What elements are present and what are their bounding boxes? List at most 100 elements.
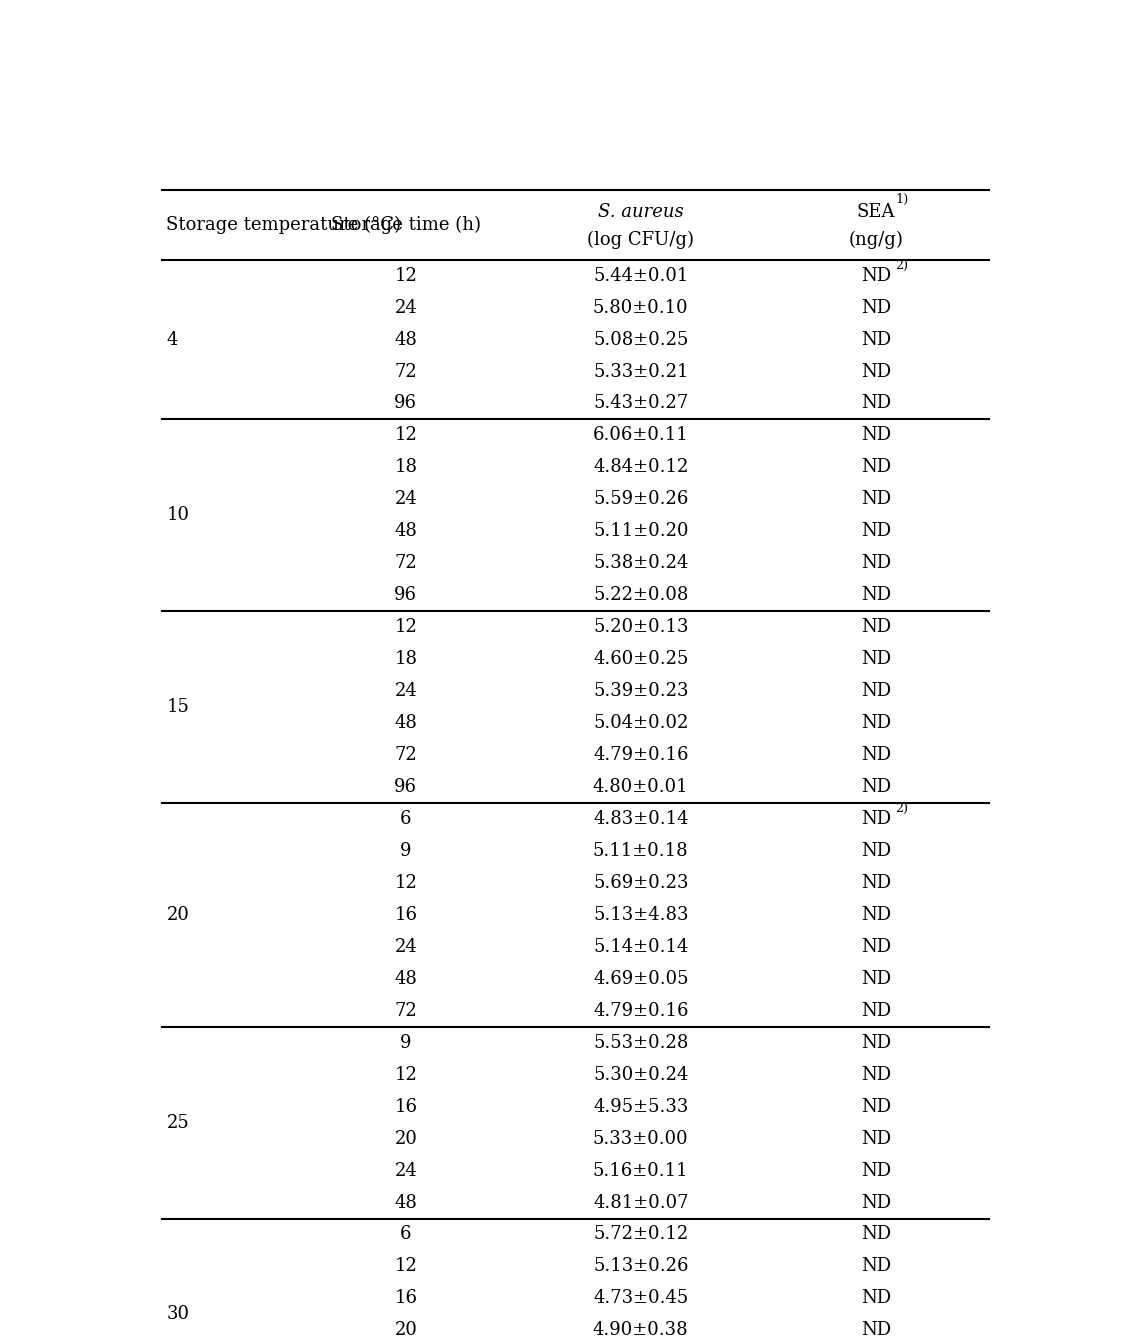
Text: 5.39±0.23: 5.39±0.23 bbox=[593, 682, 688, 700]
Text: 4.79±0.16: 4.79±0.16 bbox=[593, 746, 688, 765]
Text: 5.11±0.18: 5.11±0.18 bbox=[593, 842, 688, 860]
Text: 48: 48 bbox=[394, 331, 418, 348]
Text: ND: ND bbox=[860, 1193, 891, 1212]
Text: 4.69±0.05: 4.69±0.05 bbox=[593, 969, 688, 988]
Text: 5.53±0.28: 5.53±0.28 bbox=[593, 1034, 688, 1051]
Text: S. aureus: S. aureus bbox=[597, 204, 684, 221]
Text: 5.43±0.27: 5.43±0.27 bbox=[593, 395, 688, 412]
Text: 4.73±0.45: 4.73±0.45 bbox=[593, 1289, 688, 1307]
Text: 48: 48 bbox=[394, 969, 418, 988]
Text: 5.38±0.24: 5.38±0.24 bbox=[593, 554, 688, 572]
Text: 48: 48 bbox=[394, 1193, 418, 1212]
Text: 5.11±0.20: 5.11±0.20 bbox=[593, 522, 688, 541]
Text: 20: 20 bbox=[394, 1322, 418, 1339]
Text: ND: ND bbox=[860, 458, 891, 477]
Text: 15: 15 bbox=[166, 698, 190, 716]
Text: 4.84±0.12: 4.84±0.12 bbox=[593, 458, 688, 477]
Text: 5.22±0.08: 5.22±0.08 bbox=[593, 586, 688, 604]
Text: ND: ND bbox=[860, 778, 891, 795]
Text: ND: ND bbox=[860, 586, 891, 604]
Text: ND: ND bbox=[860, 1002, 891, 1020]
Text: 24: 24 bbox=[394, 682, 418, 700]
Text: 2): 2) bbox=[895, 258, 909, 272]
Text: (ng/g): (ng/g) bbox=[848, 230, 903, 249]
Text: ND: ND bbox=[860, 266, 891, 285]
Text: SEA: SEA bbox=[857, 204, 895, 221]
Text: ND: ND bbox=[860, 1034, 891, 1051]
Text: 5.13±0.26: 5.13±0.26 bbox=[593, 1257, 688, 1276]
Text: ND: ND bbox=[860, 842, 891, 860]
Text: ND: ND bbox=[860, 522, 891, 541]
Text: 6: 6 bbox=[400, 1225, 411, 1244]
Text: 2): 2) bbox=[895, 802, 909, 815]
Text: 24: 24 bbox=[394, 299, 418, 316]
Text: 18: 18 bbox=[394, 651, 418, 668]
Text: (log CFU/g): (log CFU/g) bbox=[587, 230, 694, 249]
Text: ND: ND bbox=[860, 746, 891, 765]
Text: 96: 96 bbox=[394, 778, 418, 795]
Text: 12: 12 bbox=[394, 426, 418, 445]
Text: 4.79±0.16: 4.79±0.16 bbox=[593, 1002, 688, 1020]
Text: 20: 20 bbox=[166, 907, 190, 924]
Text: 5.59±0.26: 5.59±0.26 bbox=[593, 490, 688, 509]
Text: 6.06±0.11: 6.06±0.11 bbox=[593, 426, 688, 445]
Text: ND: ND bbox=[860, 1161, 891, 1180]
Text: ND: ND bbox=[860, 1130, 891, 1148]
Text: 16: 16 bbox=[394, 1098, 418, 1115]
Text: ND: ND bbox=[860, 907, 891, 924]
Text: 72: 72 bbox=[394, 746, 418, 765]
Text: 5.30±0.24: 5.30±0.24 bbox=[593, 1066, 688, 1083]
Text: 10: 10 bbox=[166, 506, 190, 525]
Text: 24: 24 bbox=[394, 937, 418, 956]
Text: 5.69±0.23: 5.69±0.23 bbox=[593, 874, 688, 892]
Text: ND: ND bbox=[860, 874, 891, 892]
Text: 5.80±0.10: 5.80±0.10 bbox=[593, 299, 688, 316]
Text: ND: ND bbox=[860, 331, 891, 348]
Text: ND: ND bbox=[860, 395, 891, 412]
Text: 96: 96 bbox=[394, 395, 418, 412]
Text: 12: 12 bbox=[394, 266, 418, 285]
Text: 72: 72 bbox=[394, 554, 418, 572]
Text: 24: 24 bbox=[394, 490, 418, 509]
Text: 20: 20 bbox=[394, 1130, 418, 1148]
Text: ND: ND bbox=[860, 1066, 891, 1083]
Text: 5.44±0.01: 5.44±0.01 bbox=[593, 266, 688, 285]
Text: 5.16±0.11: 5.16±0.11 bbox=[593, 1161, 688, 1180]
Text: 30: 30 bbox=[166, 1306, 190, 1323]
Text: 16: 16 bbox=[394, 907, 418, 924]
Text: ND: ND bbox=[860, 299, 891, 316]
Text: 25: 25 bbox=[166, 1114, 190, 1131]
Text: 16: 16 bbox=[394, 1289, 418, 1307]
Text: ND: ND bbox=[860, 810, 891, 828]
Text: 5.33±0.00: 5.33±0.00 bbox=[593, 1130, 688, 1148]
Text: ND: ND bbox=[860, 1289, 891, 1307]
Text: ND: ND bbox=[860, 651, 891, 668]
Text: 5.72±0.12: 5.72±0.12 bbox=[593, 1225, 688, 1244]
Text: ND: ND bbox=[860, 1098, 891, 1115]
Text: 4.95±5.33: 4.95±5.33 bbox=[593, 1098, 688, 1115]
Text: 5.13±4.83: 5.13±4.83 bbox=[593, 907, 688, 924]
Text: 4.80±0.01: 4.80±0.01 bbox=[593, 778, 688, 795]
Text: 12: 12 bbox=[394, 1257, 418, 1276]
Text: ND: ND bbox=[860, 1225, 891, 1244]
Text: ND: ND bbox=[860, 363, 891, 380]
Text: ND: ND bbox=[860, 1257, 891, 1276]
Text: 72: 72 bbox=[394, 1002, 418, 1020]
Text: ND: ND bbox=[860, 619, 891, 636]
Text: 4.81±0.07: 4.81±0.07 bbox=[593, 1193, 688, 1212]
Text: ND: ND bbox=[860, 682, 891, 700]
Text: ND: ND bbox=[860, 490, 891, 509]
Text: 5.20±0.13: 5.20±0.13 bbox=[593, 619, 688, 636]
Text: ND: ND bbox=[860, 1322, 891, 1339]
Text: 5.04±0.02: 5.04±0.02 bbox=[593, 714, 688, 732]
Text: ND: ND bbox=[860, 554, 891, 572]
Text: 4.60±0.25: 4.60±0.25 bbox=[593, 651, 688, 668]
Text: ND: ND bbox=[860, 937, 891, 956]
Text: 72: 72 bbox=[394, 363, 418, 380]
Text: 4.90±0.38: 4.90±0.38 bbox=[593, 1322, 688, 1339]
Text: 4.83±0.14: 4.83±0.14 bbox=[593, 810, 688, 828]
Text: 18: 18 bbox=[394, 458, 418, 477]
Text: 12: 12 bbox=[394, 874, 418, 892]
Text: 24: 24 bbox=[394, 1161, 418, 1180]
Text: 9: 9 bbox=[400, 842, 411, 860]
